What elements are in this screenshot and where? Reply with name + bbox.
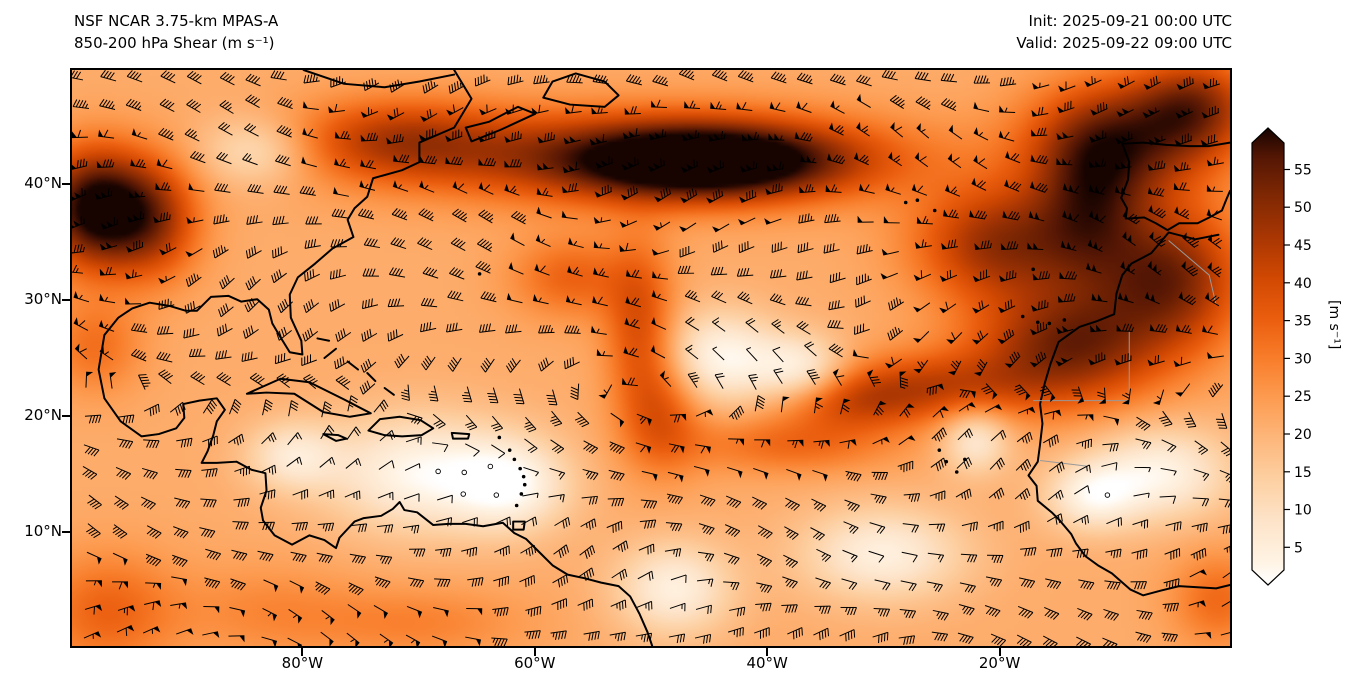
colorbar-tick-label: 35 bbox=[1294, 314, 1312, 330]
lat-tick-label: 20°N bbox=[24, 406, 62, 424]
colorbar-bar bbox=[1251, 127, 1285, 586]
valid-time: Valid: 2025-09-22 09:00 UTC bbox=[1016, 34, 1232, 52]
colorbar-tick-label: 40 bbox=[1294, 276, 1312, 292]
coastlines bbox=[97, 70, 1230, 646]
lat-tick-mark bbox=[62, 415, 70, 417]
colorbar-tick-label: 20 bbox=[1294, 427, 1312, 443]
map-panel bbox=[70, 68, 1232, 648]
colorbar-tick-label: 30 bbox=[1294, 351, 1312, 367]
colorbar-tick-label: 15 bbox=[1294, 465, 1312, 481]
lat-tick-mark bbox=[62, 183, 70, 185]
time-block: Init: 2025-09-21 00:00 UTC Valid: 2025-0… bbox=[932, 10, 1232, 54]
colorbar-unit-label: [m s⁻¹] bbox=[1326, 300, 1342, 350]
lat-tick-label: 40°N bbox=[24, 174, 62, 192]
lon-tick-mark bbox=[301, 648, 304, 656]
colorbar-tick-label: 25 bbox=[1294, 389, 1312, 405]
lat-tick-label: 30°N bbox=[24, 290, 62, 308]
colorbar-tick-label: 55 bbox=[1294, 163, 1312, 179]
island-dots bbox=[477, 198, 1067, 508]
init-time: Init: 2025-09-21 00:00 UTC bbox=[1028, 12, 1232, 30]
lat-tick-mark bbox=[62, 531, 70, 533]
plot-title-block: NSF NCAR 3.75-km MPAS-A 850-200 hPa Shea… bbox=[74, 10, 278, 54]
wind-barbs-layer bbox=[72, 70, 1230, 646]
lon-tick-label: 60°W bbox=[514, 654, 556, 672]
lat-tick-label: 10°N bbox=[24, 522, 62, 540]
lon-tick-label: 80°W bbox=[281, 654, 324, 672]
field-name: 850-200 hPa Shear (m s⁻¹) bbox=[74, 34, 275, 52]
lon-tick-mark bbox=[766, 648, 769, 656]
map-overlay bbox=[72, 70, 1230, 646]
colorbar-tick-label: 10 bbox=[1294, 503, 1312, 519]
colorbar-tick-label: 50 bbox=[1294, 200, 1312, 216]
lon-tick-mark bbox=[533, 648, 536, 656]
lon-tick-label: 20°W bbox=[978, 654, 1021, 672]
lat-tick-mark bbox=[62, 299, 70, 301]
colorbar-ticks: 55 50 45 40 35 30 25 20 15 10 5 bbox=[1284, 163, 1312, 556]
lon-tick-mark bbox=[998, 648, 1001, 656]
colorbar-tick-label: 45 bbox=[1294, 238, 1312, 254]
colorbar: 55 50 45 40 35 30 25 20 15 10 5 bbox=[1251, 127, 1312, 586]
colorbar-tick-label: 5 bbox=[1294, 540, 1303, 556]
model-name: NSF NCAR 3.75-km MPAS-A bbox=[74, 12, 279, 30]
lon-tick-label: 40°W bbox=[746, 654, 788, 672]
